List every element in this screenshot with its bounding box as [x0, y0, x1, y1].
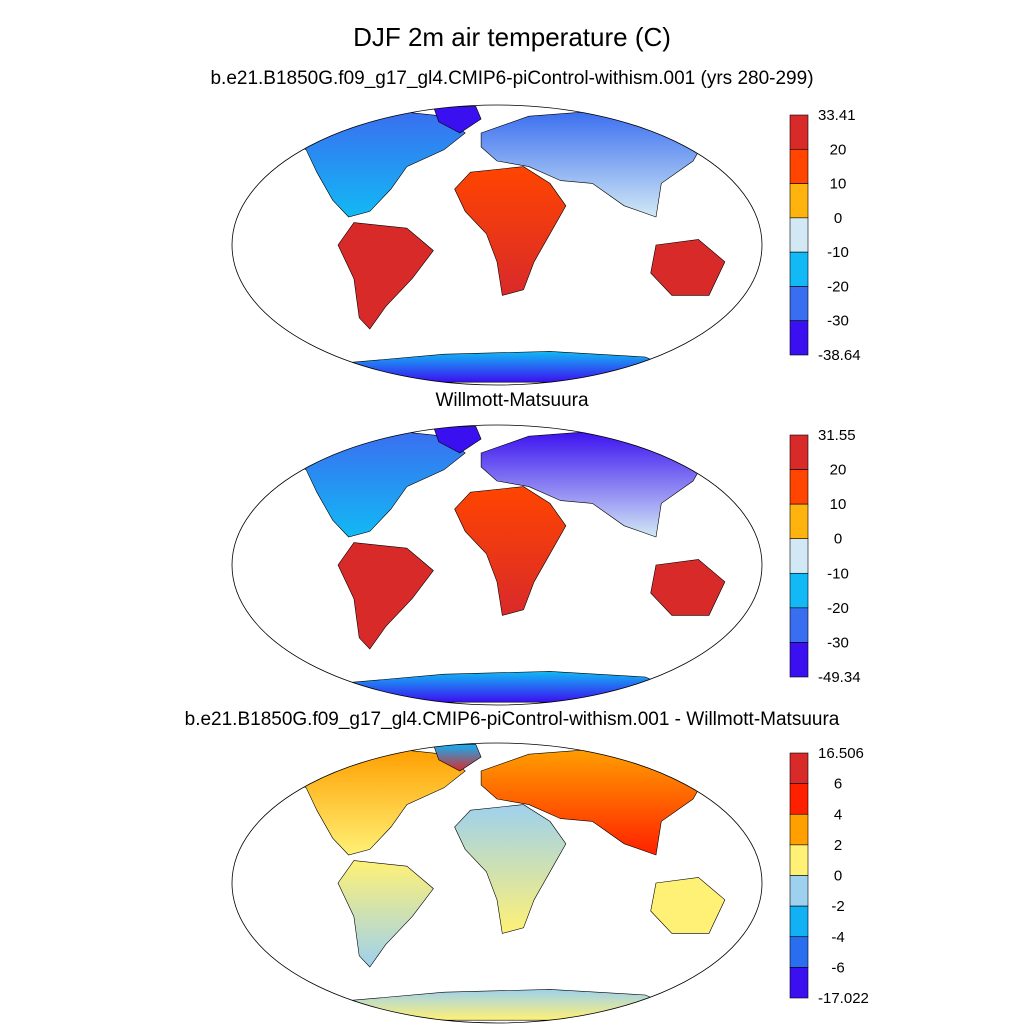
colorbar-label: 10: [830, 176, 847, 193]
map-diff: [231, 742, 763, 1024]
landmass-namerica: [284, 748, 466, 856]
colorbar-label: 0: [834, 531, 842, 548]
colorbar-model: 33.41 20 10 0 -10 -20 -30 -38.64: [789, 107, 861, 364]
landmass-antarctica: [326, 671, 679, 703]
map-obs: [231, 424, 763, 706]
map-model: [231, 104, 763, 386]
colorbar-box: [789, 251, 809, 287]
colorbar-box: [789, 936, 809, 968]
colorbar-box: [789, 642, 809, 678]
panel-obs-subtitle: Willmott-Matsuura: [435, 390, 589, 411]
map-outline: [231, 742, 763, 1024]
panel-diff-subtitle: b.e21.B1850G.f09_g17_gl4.CMIP6-piControl…: [184, 709, 840, 730]
colorbar-label: -20: [827, 600, 849, 617]
colorbar-label: -20: [827, 278, 849, 295]
colorbar-label: -30: [827, 634, 849, 651]
colorbar-box: [789, 844, 809, 876]
landmass-australia: [650, 239, 726, 296]
colorbar-box: [789, 434, 809, 470]
landmass-antarctica: [326, 351, 679, 383]
colorbar-box: [789, 752, 809, 784]
colorbar-box: [789, 538, 809, 574]
colorbar-box: [789, 783, 809, 815]
colorbar-box: [789, 875, 809, 907]
colorbar-box: [789, 572, 809, 609]
colorbar-label: 33.41: [818, 107, 856, 124]
colorbar-box: [789, 217, 809, 253]
landmass-greenland: [432, 106, 482, 134]
colorbar-label: 10: [830, 496, 847, 513]
colorbar-label: 16.506: [818, 745, 864, 762]
landmass-africa: [454, 166, 567, 296]
colorbar-box: [789, 813, 809, 846]
landmass-greenland: [432, 744, 482, 772]
colorbar-box: [789, 469, 809, 505]
landmass-australia: [650, 559, 726, 616]
landmass-samerica: [337, 222, 434, 330]
colorbar-box: [789, 148, 809, 184]
landmass-africa: [454, 486, 567, 616]
colorbar-label: 20: [830, 141, 847, 158]
colorbar-box: [789, 607, 809, 643]
colorbar-label: -4: [831, 929, 844, 946]
colorbar-label: -6: [831, 959, 844, 976]
colorbar-box: [789, 503, 809, 540]
colorbar-label: -17.022: [818, 990, 869, 1007]
landmass-antarctica: [326, 989, 679, 1021]
colorbar-box: [789, 286, 809, 322]
colorbar-box: [789, 114, 809, 150]
colorbar-label: -49.34: [818, 669, 861, 686]
colorbar-box: [789, 967, 809, 999]
colorbar-box: [789, 183, 809, 219]
map-outline: [231, 104, 763, 386]
landmass-namerica: [284, 430, 466, 538]
panel-diff: 16.506 6 4 2 0 -2 -4 -6 -17.022: [231, 742, 869, 1024]
colorbar-label: 2: [834, 837, 842, 854]
colorbar-label: -10: [827, 244, 849, 261]
colorbar-diff: 16.506 6 4 2 0 -2 -4 -6 -17.022: [789, 745, 869, 1007]
colorbar-label: -2: [831, 898, 844, 915]
colorbar-label: -38.64: [818, 347, 861, 364]
colorbar-label: -10: [827, 565, 849, 582]
landmass-samerica: [337, 860, 434, 968]
colorbar-label: 6: [834, 776, 842, 793]
panel-model-subtitle: b.e21.B1850G.f09_g17_gl4.CMIP6-piControl…: [210, 68, 814, 89]
colorbar-label: 0: [834, 210, 842, 227]
colorbar-box: [789, 320, 809, 356]
landmass-greenland: [432, 426, 482, 454]
colorbar-label: 0: [834, 868, 842, 885]
colorbar-label: 4: [834, 806, 842, 823]
colorbar-obs: 31.55 20 10 0 -10 -20 -30 -49.34: [789, 427, 861, 686]
landmass-africa: [454, 804, 567, 934]
colorbar-label: 31.55: [818, 427, 856, 444]
colorbar-label: -30: [827, 313, 849, 330]
map-outline: [231, 424, 763, 706]
figure-title: DJF 2m air temperature (C): [353, 22, 671, 52]
colorbar-box: [789, 905, 809, 938]
panel-obs: 31.55 20 10 0 -10 -20 -30 -49.34: [231, 424, 861, 706]
colorbar-label: 20: [830, 462, 847, 479]
landmass-namerica: [284, 110, 466, 218]
panel-model: 33.41 20 10 0 -10 -20 -30 -38.64: [231, 104, 861, 386]
landmass-australia: [650, 877, 726, 934]
landmass-samerica: [337, 542, 434, 650]
